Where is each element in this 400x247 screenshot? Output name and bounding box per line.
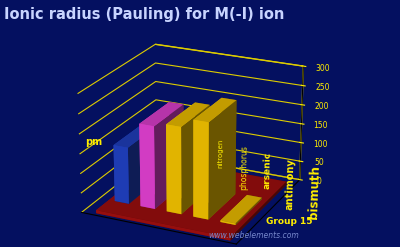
Text: Ionic radius (Pauling) for M(-I) ion: Ionic radius (Pauling) for M(-I) ion [4,7,284,22]
Text: pm: pm [86,137,103,147]
Text: www.webelements.com: www.webelements.com [208,231,299,240]
